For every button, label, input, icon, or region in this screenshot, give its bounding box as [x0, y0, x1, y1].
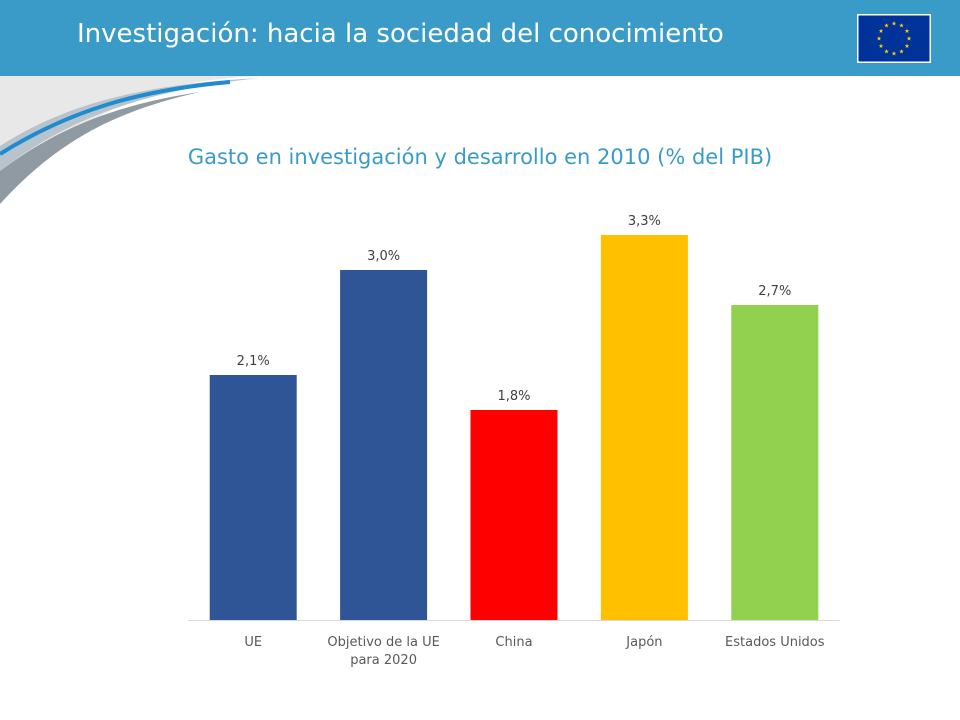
flag-star	[878, 43, 884, 48]
category-label: UE	[244, 635, 262, 650]
chart-title: Gasto en investigación y desarrollo en 2…	[187, 145, 773, 169]
flag-star	[899, 23, 904, 28]
flag-star	[884, 23, 889, 28]
data-label: 3,0%	[367, 249, 400, 264]
bar	[340, 270, 428, 620]
category-label: China	[495, 635, 532, 650]
data-label: 2,1%	[237, 354, 270, 369]
flag-star	[904, 43, 910, 48]
bar	[470, 410, 558, 620]
bar	[600, 235, 688, 620]
flag-star	[884, 49, 889, 54]
flag-star	[899, 49, 904, 54]
flag-star	[904, 28, 910, 33]
category-label: Japón	[625, 635, 662, 650]
category-label: Estados Unidos	[725, 635, 825, 650]
flag-star	[876, 36, 882, 41]
category-label: Objetivo de la UE	[327, 635, 439, 650]
decorative-swoosh	[0, 76, 260, 204]
data-label: 1,8%	[497, 389, 530, 404]
flag-star	[891, 51, 897, 56]
bar	[731, 305, 819, 620]
data-label: 3,3%	[628, 214, 661, 229]
bar	[209, 375, 297, 620]
eu-flag-icon	[857, 14, 931, 63]
flag-star	[906, 36, 912, 41]
slide-title: Investigación: hacia la sociedad del con…	[77, 19, 724, 49]
data-label: 2,7%	[758, 284, 791, 299]
header-bar: Investigación: hacia la sociedad del con…	[0, 0, 960, 76]
flag-star	[878, 28, 884, 33]
flag-star	[891, 21, 897, 26]
category-label: para 2020	[350, 653, 417, 668]
